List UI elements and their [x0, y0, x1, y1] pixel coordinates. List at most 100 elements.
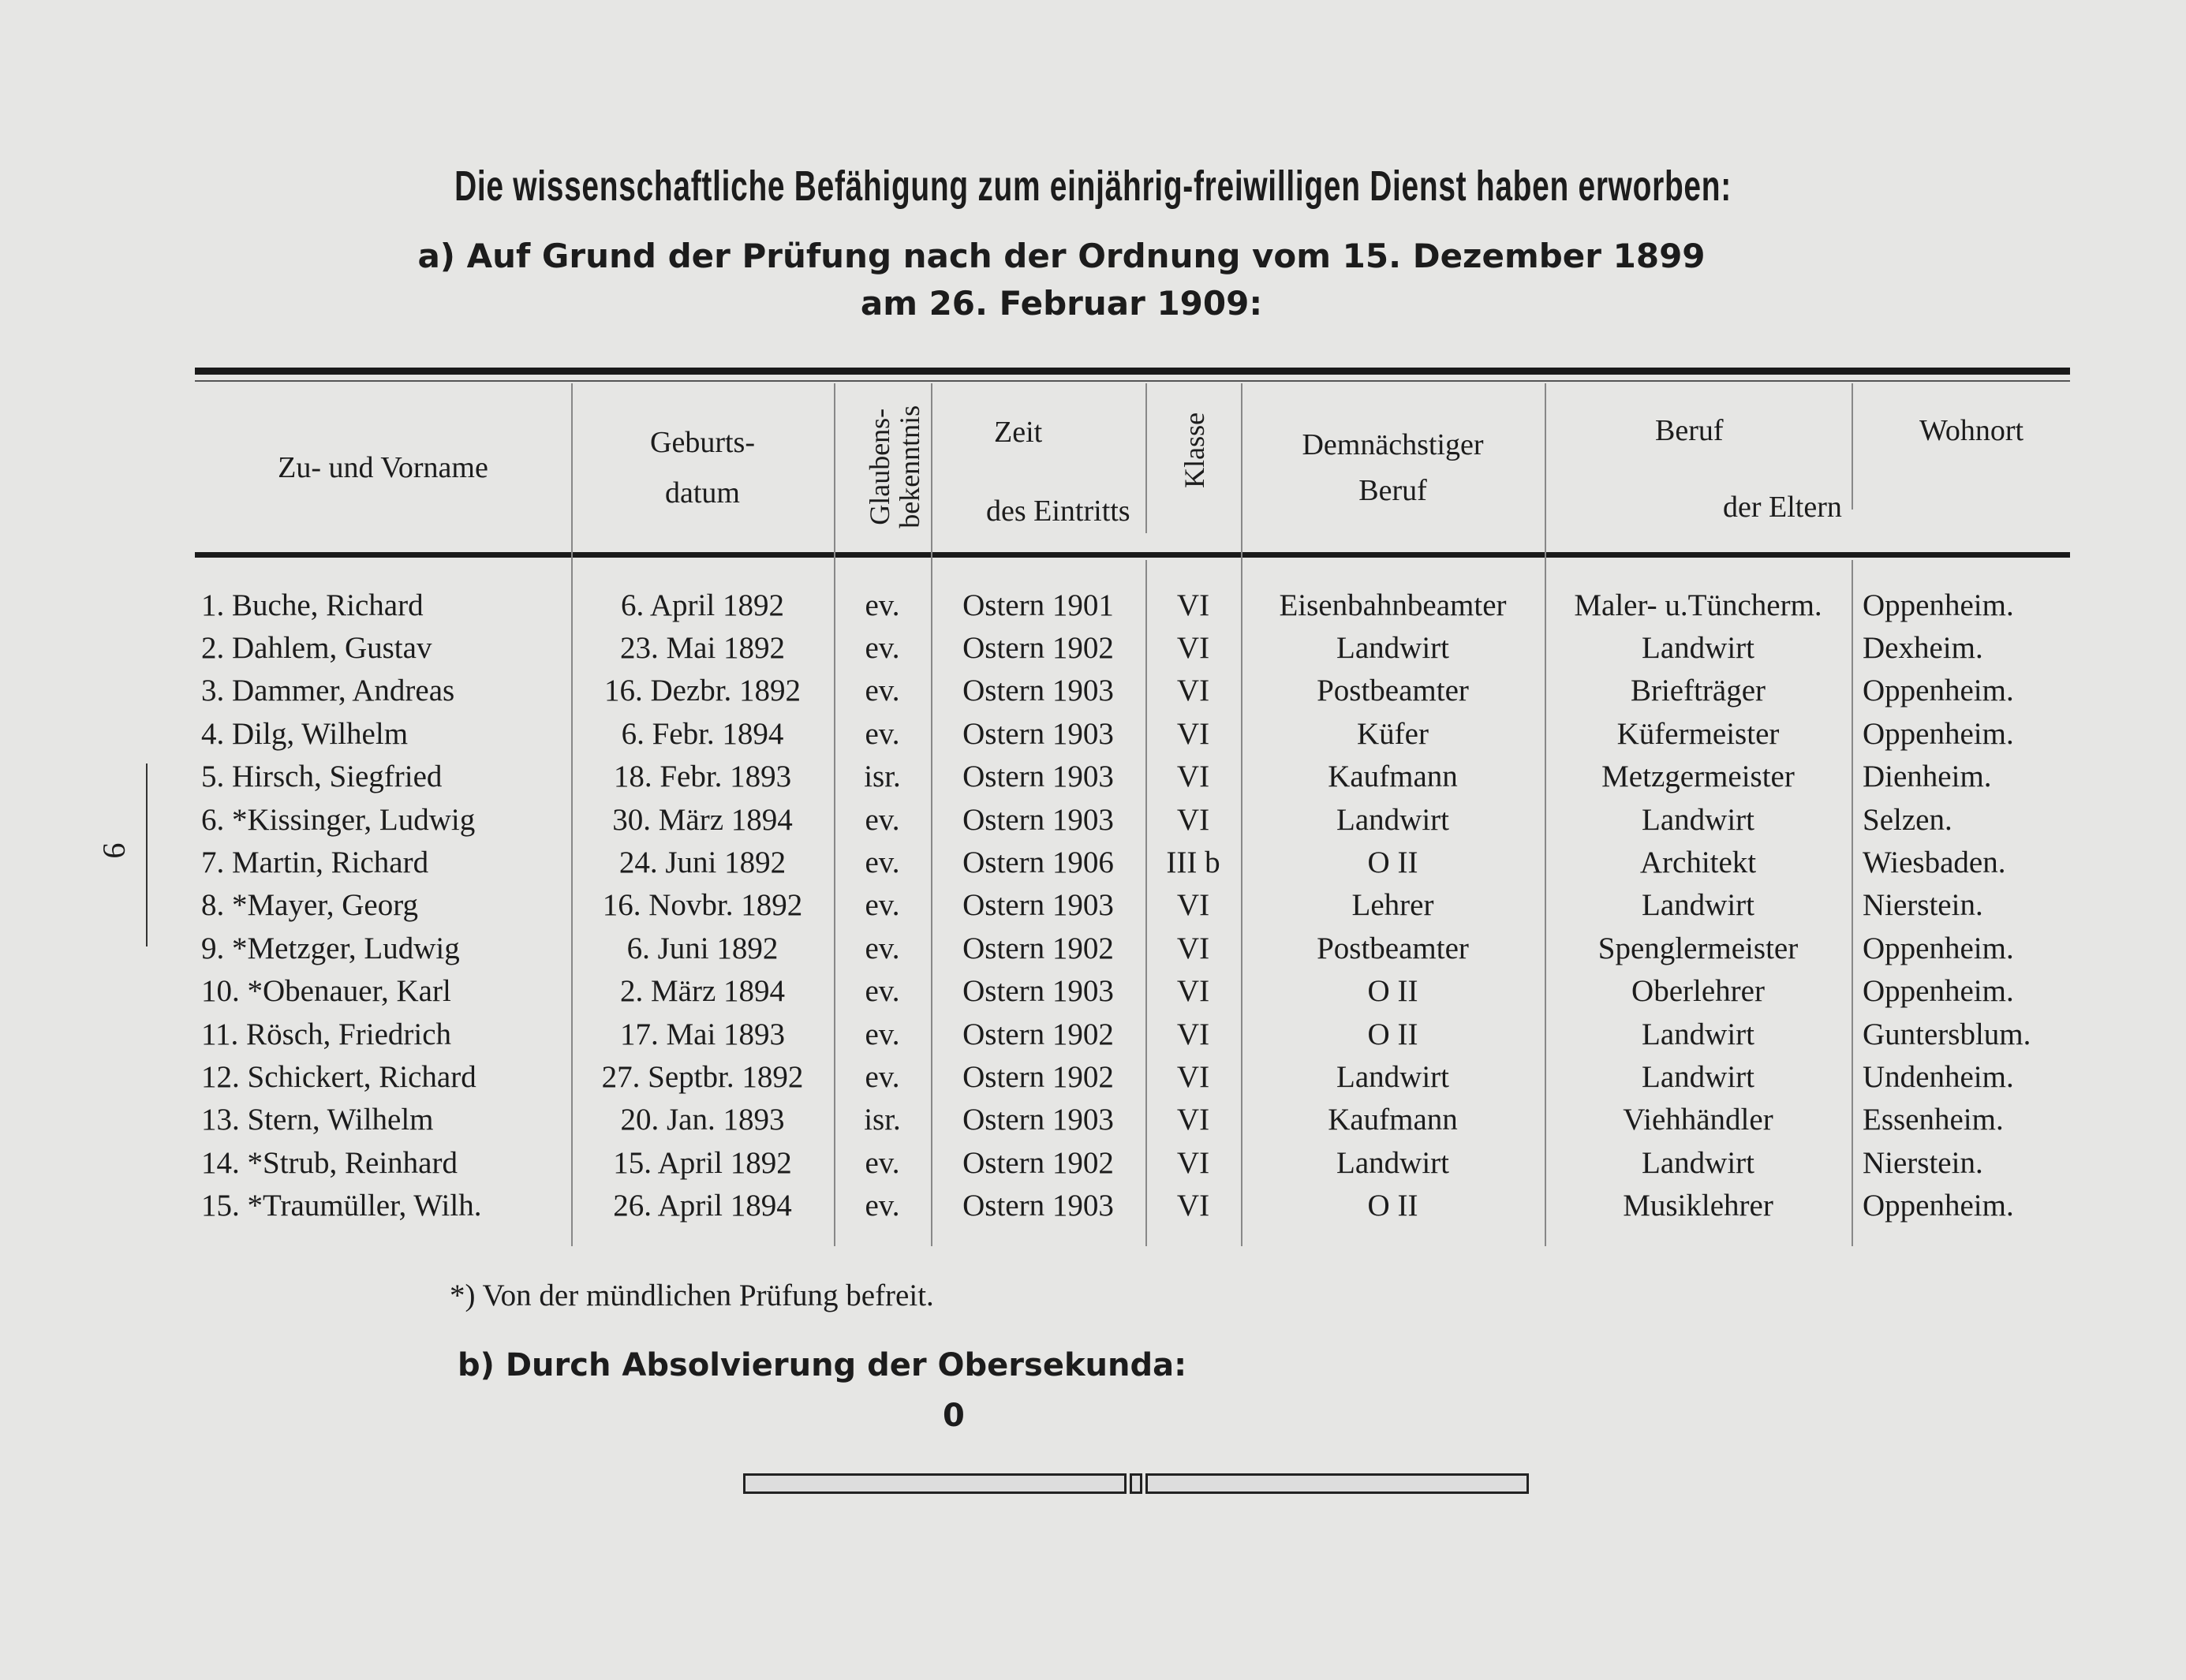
cell-parents-job: Musiklehrer [1623, 1189, 1773, 1223]
cell-entry-time: Ostern 1906 [962, 846, 1114, 880]
cell-name: 3. Dammer, Andreas [201, 674, 455, 708]
cell-name: 5. Hirsch, Siegfried [201, 760, 443, 794]
cell-future-job: Postbeamter [1317, 674, 1469, 708]
cell-parents-job: Landwirt [1642, 888, 1754, 923]
header-name: Zu- und Vorname [278, 451, 488, 484]
cell-parents-job: Viehhändler [1623, 1103, 1773, 1137]
cell-entry-class: VI [1176, 631, 1210, 666]
cell-entry-time: Ostern 1903 [962, 1189, 1114, 1223]
cell-parents-home: Guntersblum. [1863, 1017, 2031, 1051]
header-parents-common: der Eltern [1723, 491, 1842, 524]
column-divider [1545, 383, 1546, 1246]
cell-parents-job: Spenglermeister [1597, 931, 1799, 965]
cell-religion: ev. [865, 974, 900, 1009]
cell-entry-time: Ostern 1902 [962, 1017, 1114, 1051]
cell-parents-home: Oppenheim. [1863, 716, 2014, 751]
table-row: 15. *Traumüller, Wilh. 26. April 1894 ev. O… [195, 1184, 2070, 1226]
table-row: 10. *Obenauer, Karl 2. März 1894 ev. Ostern… [195, 970, 2070, 1013]
cell-entry-class: VI [1176, 802, 1210, 837]
cell-entry-time: Ostern 1902 [962, 631, 1114, 666]
table-row: 6. *Kissinger, Ludwig 30. März 1894 ev. Ost… [195, 798, 2070, 841]
table-top-thin-rule [195, 380, 2070, 382]
header-birth: Geburts-datum [571, 383, 834, 552]
table-top-rule [195, 368, 2070, 375]
cell-parents-job: Architekt [1639, 846, 1757, 880]
cell-entry-time: Ostern 1903 [962, 974, 1114, 1009]
cell-entry-class: VI [1176, 760, 1210, 794]
table-row: 13. Stern, Wilhelm 20. Jan. 1893 isr. Oster… [195, 1099, 2070, 1141]
cell-birth: 15. April 1892 [613, 1145, 792, 1180]
header-bottom-rule [195, 552, 2070, 558]
header-birth-line2: datum [665, 476, 740, 510]
header-birth-line1: Geburts- [650, 426, 755, 459]
cell-entry-class: VI [1176, 674, 1210, 708]
cell-future-job: Lehrer [1351, 888, 1434, 923]
header-parents: Beruf Wohnort der Eltern [1545, 383, 2070, 552]
table-row: 12. Schickert, Richard 27. Septbr. 1892 ev… [195, 1055, 2070, 1098]
cell-name: 6. *Kissinger, Ludwig [201, 802, 476, 837]
cell-future-job: O II [1367, 1017, 1418, 1051]
cell-entry-class: VI [1176, 1189, 1210, 1223]
header-entry-time: Zeit [994, 416, 1043, 449]
cell-parents-home: Oppenheim. [1863, 1189, 2014, 1223]
cell-birth: 6. April 1892 [621, 588, 784, 622]
cell-religion: ev. [865, 1017, 900, 1051]
cell-entry-time: Ostern 1902 [962, 1145, 1114, 1180]
cell-entry-time: Ostern 1903 [962, 674, 1114, 708]
cell-entry-class: VI [1176, 588, 1210, 622]
cell-birth: 24. Juni 1892 [618, 846, 787, 880]
cell-entry-class: VI [1176, 1059, 1210, 1094]
decorative-bar-right [1145, 1473, 1529, 1494]
cell-entry-time: Ostern 1903 [962, 1103, 1114, 1137]
cell-entry-class: VI [1176, 888, 1210, 923]
cell-religion: ev. [865, 674, 900, 708]
cell-name: 13. Stern, Wilhelm [201, 1103, 434, 1137]
section-a-heading: a) Auf Grund der Prüfung nach der Ordnun… [417, 237, 1706, 275]
cell-name: 7. Martin, Richard [201, 846, 429, 880]
decorative-bar-center [1130, 1473, 1142, 1494]
column-divider [1852, 383, 1853, 510]
cell-entry-class: VI [1176, 1145, 1210, 1180]
cell-parents-job: Landwirt [1642, 802, 1754, 837]
cell-religion: ev. [865, 931, 900, 965]
table-row: 8. *Mayer, Georg 16. Novbr. 1892 ev. Ostern… [195, 884, 2070, 927]
cell-name: 12. Schickert, Richard [201, 1059, 476, 1094]
cell-religion: ev. [865, 1145, 900, 1180]
cell-birth: 26. April 1894 [613, 1189, 792, 1223]
cell-entry-class: VI [1176, 1017, 1210, 1051]
cell-parents-job: Metzgermeister [1601, 760, 1795, 794]
cell-name: 9. *Metzger, Ludwig [201, 931, 460, 965]
cell-parents-home: Essenheim. [1863, 1103, 2004, 1137]
cell-parents-home: Selzen. [1863, 802, 1952, 837]
page-number: 9 [96, 842, 133, 859]
header-entry-common: des Eintritts [986, 495, 1130, 528]
margin-line [146, 763, 148, 946]
column-divider [1145, 560, 1147, 1246]
cell-future-job: Landwirt [1336, 1059, 1449, 1094]
cell-entry-class: VI [1176, 974, 1210, 1009]
cell-birth: 2. März 1894 [619, 974, 786, 1009]
header-entry-class: Klasse [1179, 413, 1211, 488]
header-religion: Glaubens-bekenntnis [834, 383, 931, 552]
cell-religion: isr. [864, 760, 901, 794]
cell-parents-job: Landwirt [1642, 631, 1754, 666]
cell-entry-time: Ostern 1903 [962, 802, 1114, 837]
header-entry: Zeit Klasse des Eintritts [931, 383, 1241, 552]
cell-religion: ev. [865, 1189, 900, 1223]
cell-entry-class: VI [1176, 716, 1210, 751]
cell-entry-time: Ostern 1903 [962, 888, 1114, 923]
table-header-row: Zu- und Vorname Geburts-datum Glaubens-b… [195, 383, 2070, 552]
table-row: 5. Hirsch, Siegfried 18. Febr. 1893 isr. Os… [195, 756, 2070, 798]
cell-parents-home: Wiesbaden. [1863, 846, 2006, 880]
table-row: 7. Martin, Richard 24. Juni 1892 ev. Ostern… [195, 841, 2070, 883]
header-religion-line2: bekenntnis [893, 405, 925, 528]
cell-parents-job: Maler- u.Tüncherm. [1574, 588, 1822, 622]
column-divider [1241, 383, 1242, 1246]
table-row: 11. Rösch, Friedrich 17. Mai 1893 ev. Oster… [195, 1013, 2070, 1055]
cell-parents-job: Briefträger [1630, 674, 1766, 708]
cell-birth: 20. Jan. 1893 [620, 1103, 785, 1137]
cell-entry-time: Ostern 1901 [962, 588, 1114, 622]
cell-name: 10. *Obenauer, Karl [201, 974, 451, 1009]
table-row: 4. Dilg, Wilhelm 6. Febr. 1894 ev. Ostern 1… [195, 712, 2070, 755]
cell-religion: ev. [865, 802, 900, 837]
